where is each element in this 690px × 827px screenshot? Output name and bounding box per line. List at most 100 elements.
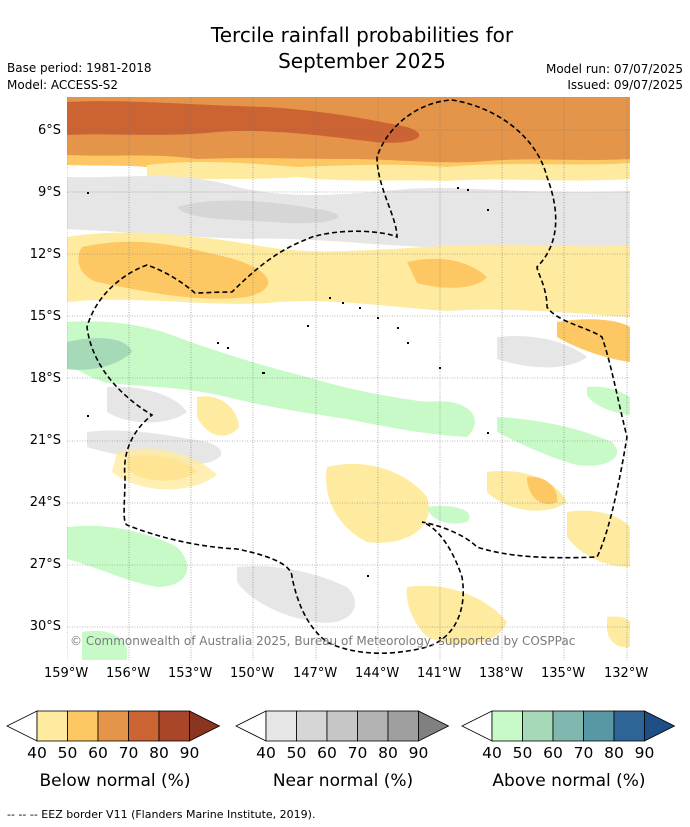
colorbar-tick: 50 (57, 744, 78, 762)
copyright: © Commonwealth of Australia 2025, Bureau… (70, 634, 575, 648)
near-normal-patch-1 (177, 200, 339, 224)
below-normal-patch-s6 (567, 510, 630, 567)
colorbar-label-above: Above normal (%) (492, 771, 646, 791)
colorbar-segment (326, 710, 358, 742)
lon-label: 138°W (479, 666, 524, 681)
title-line-2: September 2025 (278, 49, 446, 73)
above-normal-band-west (67, 321, 475, 437)
near-normal-patch-south-4 (237, 566, 356, 623)
colorbar-near-normal (235, 710, 450, 742)
colorbar-tick: 40 (482, 744, 502, 762)
below-normal-patch-s5 (406, 585, 507, 645)
below-normal-patch-s1-outer (112, 448, 217, 490)
below-normal-patch-east (407, 258, 487, 288)
colorbar-arrow-high (644, 710, 676, 742)
below-normal-patch-s2 (326, 463, 429, 543)
colorbar-segment (552, 710, 584, 742)
colorbars (6, 710, 676, 742)
above-normal-patch-s1 (67, 525, 188, 587)
colorbar-segment (128, 710, 160, 742)
colorbar-tick: 50 (512, 744, 533, 762)
model-name: Model: ACCESS-S2 (7, 78, 119, 92)
below-normal-patch-far-east (557, 319, 630, 362)
lon-label: 159°W (44, 666, 89, 681)
near-normal-patch-south-1 (497, 336, 587, 368)
below-normal-patch-s4 (197, 396, 239, 436)
above-normal-patch-se (587, 386, 630, 415)
colorbar-tick: 70 (573, 744, 594, 762)
above-normal-patch-strong (67, 338, 132, 370)
colorbar-below-normal (6, 710, 221, 742)
colorbar-segment (583, 710, 615, 742)
lat-label: 9°S (37, 185, 61, 200)
lon-label: 150°W (230, 666, 275, 681)
near-normal-patch-south-3 (87, 430, 222, 466)
lon-label: 132°W (604, 666, 649, 681)
colorbar-tick: 80 (149, 744, 169, 762)
eez-border-kiribati (86, 99, 628, 654)
lat-label: 30°S (29, 619, 61, 634)
colorbar-tick: 90 (408, 744, 429, 762)
model-run: Model run: 07/07/2025 (545, 62, 683, 76)
colorbar-label-near: Near normal (%) (272, 771, 414, 791)
colorbar-segment (491, 710, 523, 742)
colorbar-segment (67, 710, 99, 742)
colorbar-segment (158, 710, 190, 742)
lon-label: 144°W (355, 666, 400, 681)
colorbar-arrow-high (418, 710, 450, 742)
colorbar-tick: 80 (378, 744, 398, 762)
colorbar-segment (265, 710, 297, 742)
lon-label: 153°W (168, 666, 213, 681)
lat-label: 27°S (29, 557, 61, 572)
colorbar-arrow-low (461, 710, 493, 742)
probability-map: © Commonwealth of Australia 2025, Bureau… (67, 97, 630, 660)
above-normal-patch-east (497, 417, 618, 466)
colorbar-arrow-low (6, 710, 38, 742)
footnote: -- -- -- EEZ border V11 (Flanders Marine… (7, 808, 316, 821)
near-normal-patch-south-2 (107, 386, 187, 423)
colorbar-tick: 80 (604, 744, 624, 762)
below-normal-pale-north (147, 161, 630, 181)
below-normal-band-north-strongest (67, 101, 420, 143)
colorbar-arrow-high (189, 710, 221, 742)
below-normal-patch-s7 (607, 616, 630, 648)
colorbar-tick: 90 (634, 744, 655, 762)
colorbar-segment (36, 710, 68, 742)
colorbar-segment (613, 710, 645, 742)
title-line-1: Tercile rainfall probabilities for (210, 23, 514, 47)
colorbar-label-below: Below normal (%) (39, 771, 191, 791)
colorbar-tick: 40 (27, 744, 47, 762)
below-normal-patch-mid (78, 241, 269, 299)
lon-label: 147°W (293, 666, 338, 681)
colorbar-tick: 60 (88, 744, 108, 762)
lat-label: 18°S (29, 371, 61, 386)
colorbar-segment (357, 710, 389, 742)
above-normal-patch-s3 (427, 506, 470, 524)
colorbar-tick: 70 (347, 744, 368, 762)
lat-label: 12°S (29, 247, 61, 262)
eez-border (86, 99, 628, 654)
colorbar-tick: 90 (179, 744, 200, 762)
lon-label: 135°W (541, 666, 586, 681)
lat-label: 6°S (37, 123, 61, 138)
base-period: Base period: 1981-2018 (7, 61, 152, 75)
colorbar-segment (97, 710, 129, 742)
map-title: Tercile rainfall probabilities for Septe… (0, 22, 690, 74)
issued-date: Issued: 09/07/2025 (567, 78, 683, 92)
lat-label: 21°S (29, 433, 61, 448)
lat-label: 24°S (29, 495, 61, 510)
colorbar-tick: 70 (118, 744, 139, 762)
colorbar-above-normal (461, 710, 676, 742)
islands (87, 187, 489, 639)
colorbar-arrow-low (235, 710, 267, 742)
colorbar-tick: 50 (286, 744, 307, 762)
above-normal-patch-s2 (82, 630, 127, 660)
colorbar-tick: 60 (543, 744, 563, 762)
lon-label: 156°W (106, 666, 151, 681)
near-normal-band (67, 176, 630, 248)
colorbar-segment (296, 710, 328, 742)
lon-label: 141°W (417, 666, 462, 681)
lat-label: 15°S (29, 309, 61, 324)
colorbar-segment (387, 710, 419, 742)
colorbar-tick: 60 (317, 744, 337, 762)
